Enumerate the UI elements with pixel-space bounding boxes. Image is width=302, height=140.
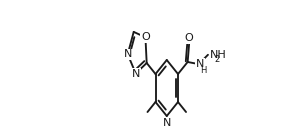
Text: 2: 2 [214,55,219,64]
Text: N: N [195,59,204,69]
Text: H: H [200,66,207,75]
Text: N: N [162,118,171,128]
Text: N: N [124,49,132,59]
Text: N: N [132,68,140,79]
Text: O: O [185,33,194,43]
Text: O: O [141,32,150,42]
Text: NH: NH [210,50,227,60]
